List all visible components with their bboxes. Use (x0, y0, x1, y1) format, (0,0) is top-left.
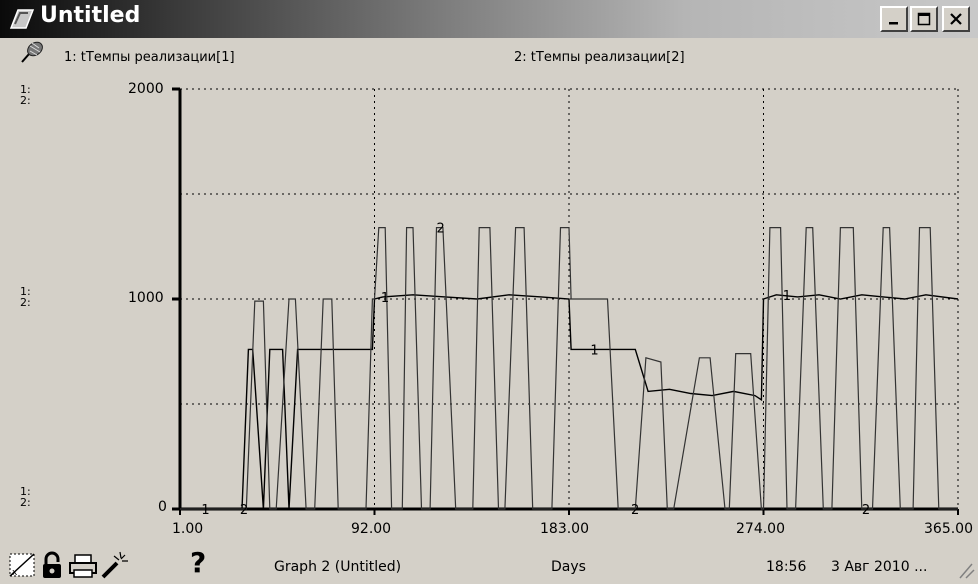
axis-mark-1: 1: (20, 485, 31, 498)
legend-series-1: 1: tТемпы реализации[1] (64, 50, 235, 65)
series-1-marker: 1 (381, 291, 389, 306)
axis-mark-1: 1: (20, 285, 31, 298)
series-1-marker: 1 (201, 503, 209, 518)
axis-mark-top: 1: 2: (20, 84, 31, 106)
series-1-marker: 1 (590, 343, 598, 358)
axis-mark-bottom: 1: 2: (20, 486, 31, 508)
maximize-icon (917, 12, 931, 26)
lock-icon[interactable] (40, 551, 64, 581)
x-tick-label: 183.00 (540, 521, 589, 537)
minimize-icon (889, 22, 898, 25)
maximize-button[interactable] (910, 6, 938, 32)
resize-grip-icon[interactable] (952, 556, 976, 582)
series-2-marker: 2 (240, 503, 248, 518)
series-2-marker: 2 (631, 503, 639, 518)
close-button[interactable] (942, 6, 970, 32)
window-title: Untitled (40, 3, 141, 28)
resize-panel-icon[interactable]: x (8, 550, 38, 580)
series-1-line (180, 294, 959, 510)
time-label: 18:56 (766, 559, 807, 575)
title-bar[interactable]: Untitled (0, 0, 978, 38)
x-tick-label: 274.00 (736, 521, 785, 537)
axis-mark-mid: 1: 2: (20, 286, 31, 308)
y-tick-label: 0 (158, 499, 167, 515)
series-2-marker: 2 (862, 503, 870, 518)
x-tick-label: 365.00 (924, 521, 973, 537)
print-icon[interactable] (68, 552, 98, 580)
graph-name-label: Graph 2 (Untitled) (274, 559, 402, 575)
legend-series-2: 2: tТемпы реализации[2] (514, 50, 685, 65)
x-tick-label: 92.00 (351, 521, 392, 537)
axis-mark-2: 2: (20, 94, 31, 107)
minimize-button[interactable] (880, 6, 908, 32)
axis-mark-2: 2: (20, 296, 31, 309)
pin-icon[interactable] (18, 40, 44, 66)
app-icon (9, 9, 35, 29)
y-tick-label: 1000 (128, 290, 164, 306)
series-2-line (180, 227, 958, 510)
svg-text:x: x (12, 568, 18, 578)
x-tick-label: 1.00 (172, 521, 204, 537)
x-unit-label: Days (551, 559, 586, 575)
date-label: 3 Авг 2010 ... (831, 559, 928, 575)
series-1-marker: 1 (783, 289, 791, 304)
close-icon (950, 13, 962, 25)
y-tick-label: 2000 (128, 81, 164, 97)
axis-mark-1: 1: (20, 83, 31, 96)
status-bar: x ? (0, 546, 978, 584)
help-icon[interactable]: ? (190, 546, 207, 579)
magic-wand-icon[interactable] (100, 550, 130, 580)
series-2-marker: 2 (436, 222, 444, 237)
axis-mark-2: 2: (20, 496, 31, 509)
